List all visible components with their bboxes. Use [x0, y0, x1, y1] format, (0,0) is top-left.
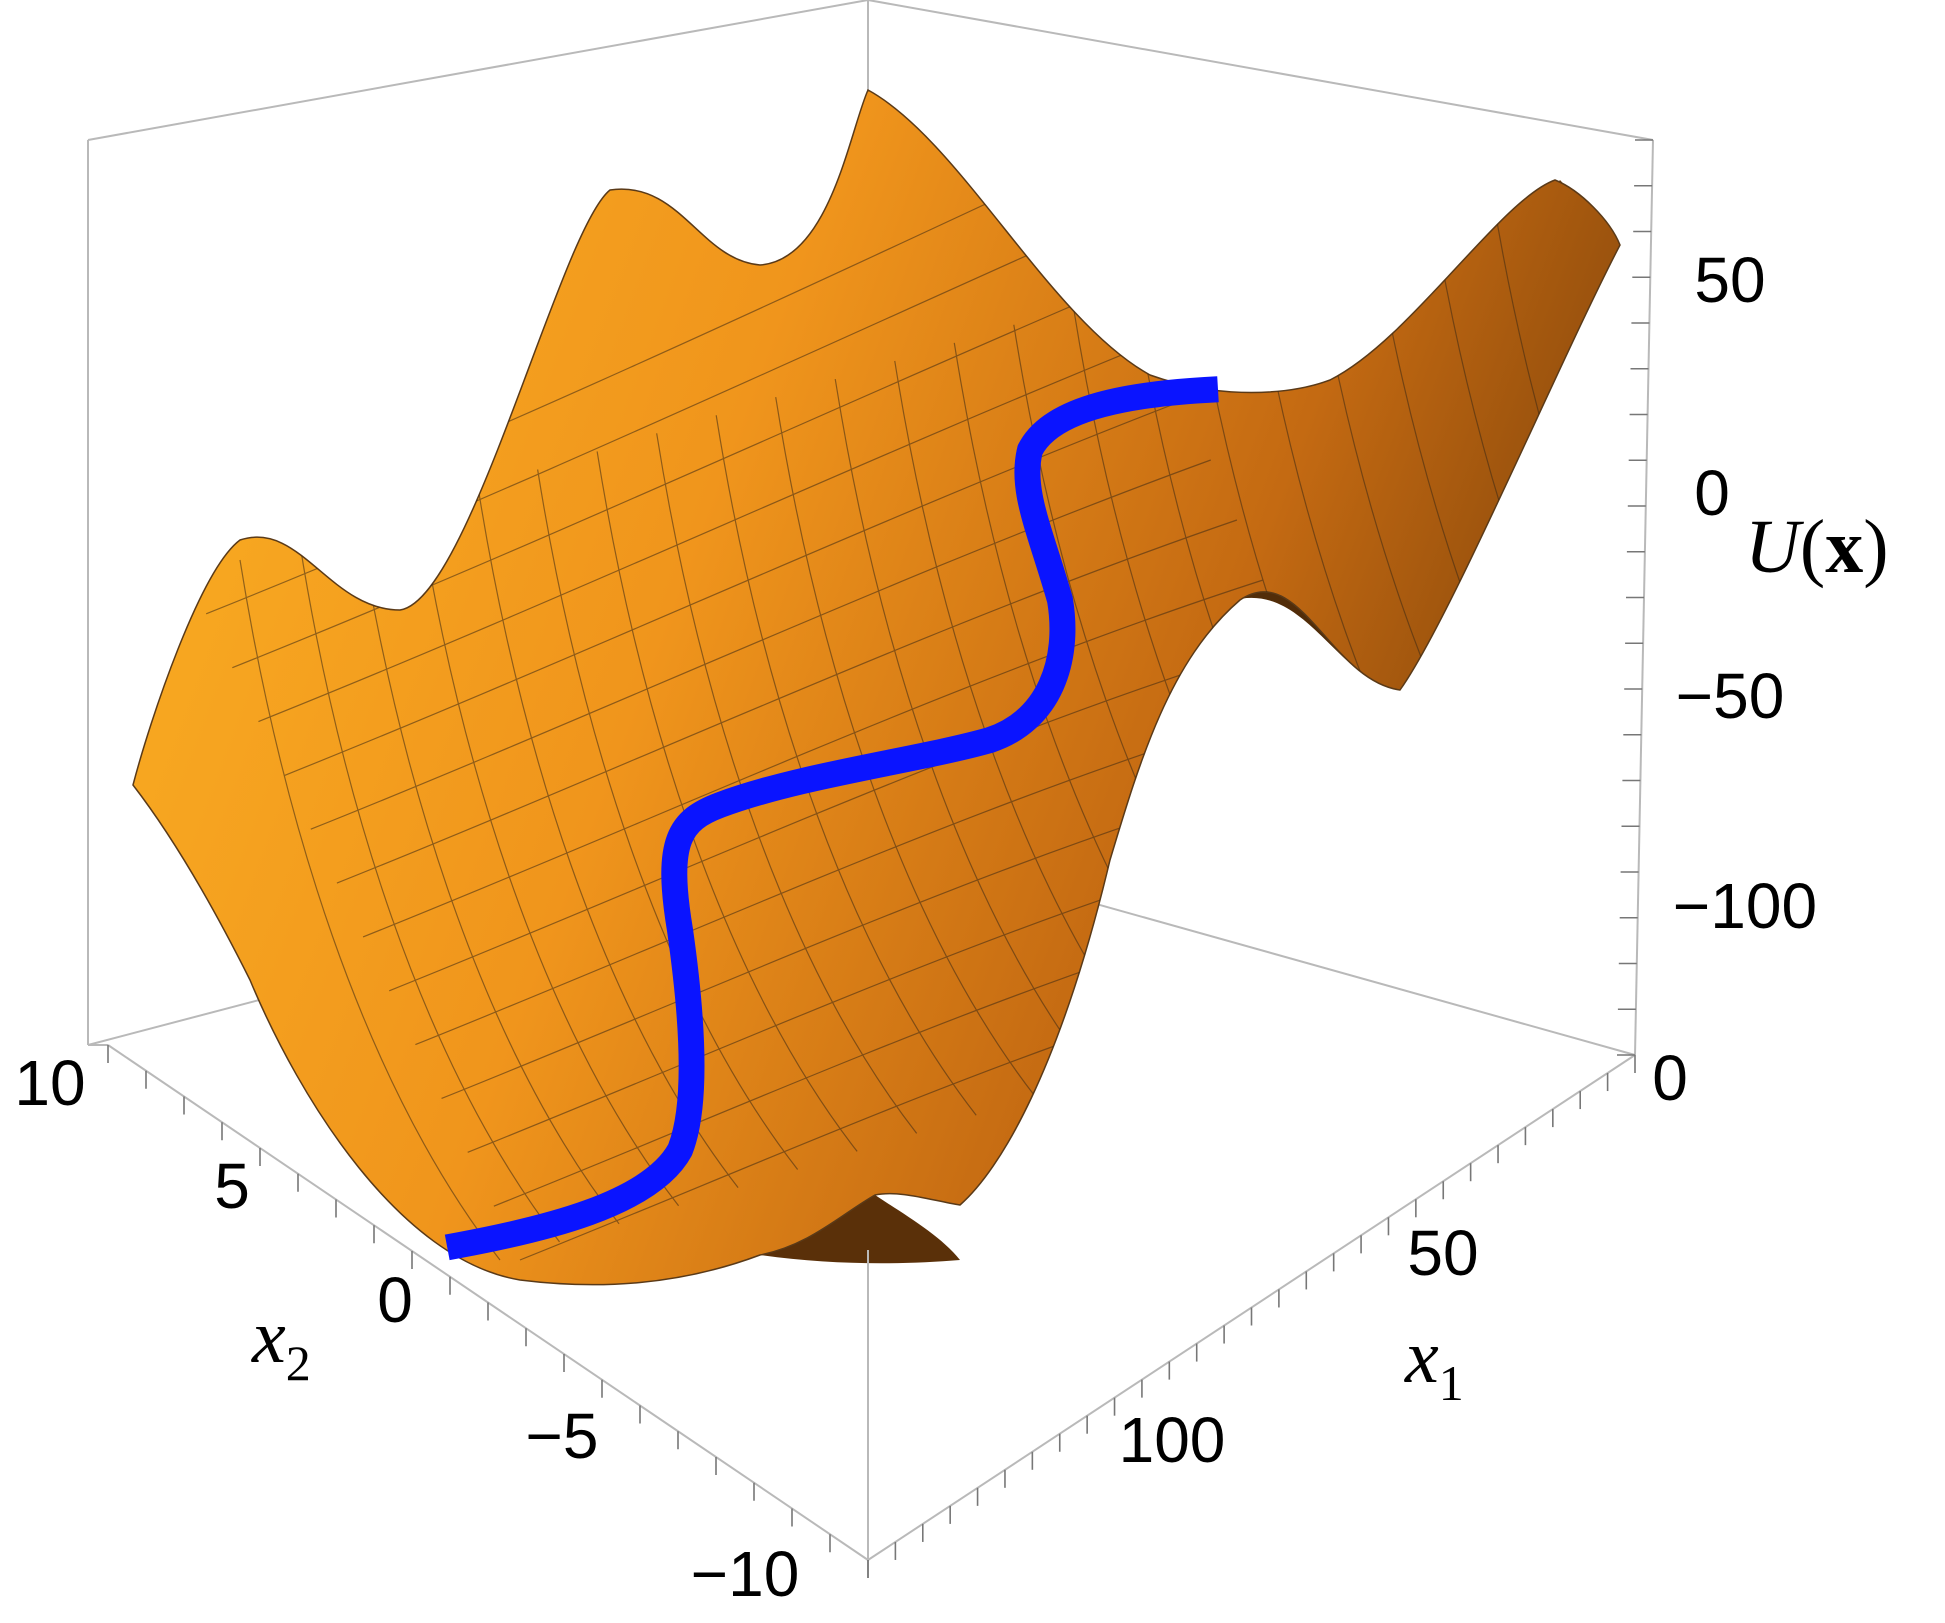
z-tick-neg50: −50: [1676, 660, 1785, 732]
mesh-line-x1: [310, 459, 1211, 830]
x2-tick-10: 10: [14, 1047, 85, 1119]
axis-ticks: [107, 139, 1653, 1578]
mesh-line-x2: [656, 433, 918, 1134]
x2-tick-5: 5: [214, 1150, 250, 1222]
mesh-line-x1: [284, 399, 1185, 776]
mesh-line-x1: [336, 519, 1238, 884]
mesh-line-x2: [298, 541, 560, 1243]
x2-axis-label: x2: [251, 1295, 311, 1391]
x1-tick-50: 50: [1407, 1217, 1478, 1289]
mesh-line-x1: [362, 579, 1264, 938]
mesh-line-x1: [258, 339, 1159, 723]
x1-tick-100: 100: [1119, 1404, 1226, 1476]
mesh-line-x2: [537, 469, 799, 1170]
mesh-line-x2: [358, 523, 620, 1225]
x1-axis-label: x1: [1404, 1315, 1464, 1411]
x2-tick-neg5: −5: [526, 1400, 599, 1472]
transition-path: [444, 376, 1219, 1261]
z-tick-0: 0: [1694, 457, 1730, 529]
mesh-line-x1: [389, 639, 1290, 992]
mesh-line-x2: [239, 559, 501, 1261]
z-tick-50: 50: [1694, 244, 1765, 316]
mesh-line-x1: [232, 279, 1133, 669]
surface: [132, 88, 1621, 1286]
x1-tick-0: 0: [1652, 1042, 1688, 1114]
surface-front-dark-wedge: [760, 1195, 960, 1264]
mesh-line-x2: [417, 505, 680, 1207]
z-axis-label: U(x): [1745, 505, 1889, 589]
x2-tick-0: 0: [377, 1264, 413, 1336]
z-tick-neg100: −100: [1673, 870, 1817, 942]
x2-tick-neg10: −10: [691, 1538, 800, 1610]
